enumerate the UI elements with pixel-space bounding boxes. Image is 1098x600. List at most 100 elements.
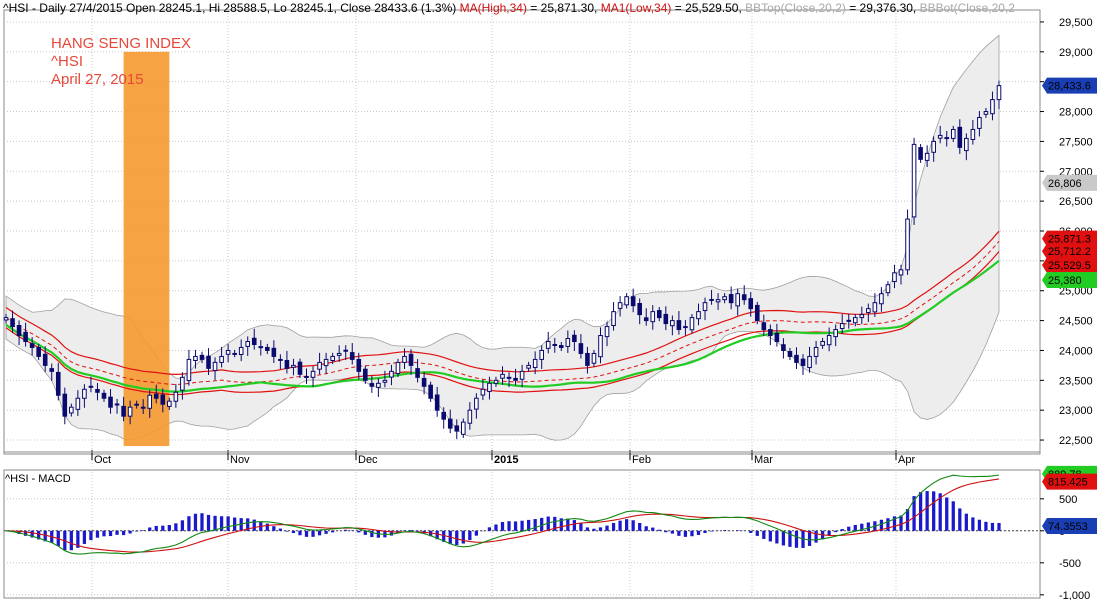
value-tag-label: 25,712.2 <box>1048 246 1091 258</box>
candle-body <box>794 354 799 363</box>
candle-body <box>545 341 551 349</box>
candle-body <box>127 406 133 417</box>
candle-body <box>859 314 865 319</box>
x-tick-label: Apr <box>898 454 915 466</box>
candle-body <box>193 355 198 361</box>
candle-body <box>69 406 74 414</box>
candle-body <box>741 294 747 301</box>
price-tick-label: 27,500 <box>1059 136 1093 148</box>
candle-body <box>630 296 636 307</box>
candle-body <box>238 346 244 356</box>
x-tick-label: Mar <box>754 454 773 466</box>
price-tick-label: 28,000 <box>1059 107 1093 119</box>
price-tick-label: 29,500 <box>1059 17 1093 29</box>
candle-body <box>892 272 897 283</box>
candle-body <box>369 383 375 387</box>
candle-body <box>480 388 486 396</box>
value-tag: 25,529.5 <box>1042 257 1097 274</box>
candle-body <box>75 397 81 410</box>
candle-body <box>670 320 675 327</box>
candle-body <box>937 134 943 139</box>
candle-body <box>532 358 538 369</box>
candle-body <box>55 371 61 396</box>
macd-panel <box>3 469 1041 599</box>
candle-body <box>232 352 237 355</box>
candle-body <box>813 346 819 357</box>
candle-body <box>977 117 982 129</box>
candle-body <box>787 351 793 357</box>
candle-body <box>134 403 139 406</box>
annotation-ticker: ^HSI <box>51 53 84 70</box>
candle-body <box>82 388 87 399</box>
macd-value-tag-bg <box>1042 473 1097 490</box>
candle-body <box>872 302 878 313</box>
value-tag-label: 28,433.6 <box>1048 81 1091 93</box>
header-part: MA(High,34) <box>460 1 527 15</box>
candle-body <box>467 409 473 424</box>
candle-body <box>754 304 760 322</box>
candle-body <box>964 137 969 152</box>
candle-body <box>225 349 231 355</box>
candle-body <box>389 370 394 378</box>
value-tag: 25,712.2 <box>1042 243 1097 260</box>
candle-body <box>121 405 126 417</box>
value-tag-bg <box>1042 174 1097 191</box>
candle-body <box>245 341 251 347</box>
candle-body <box>624 296 629 306</box>
price-tick-label: 29,000 <box>1059 47 1093 59</box>
candle-body <box>931 140 936 153</box>
price-tick-label: 26,500 <box>1059 196 1093 208</box>
candle-body <box>153 393 159 399</box>
candle-body <box>898 269 904 276</box>
candle-body <box>611 311 616 326</box>
candle-body <box>474 397 479 410</box>
macd-tick-label: -1,000 <box>1059 590 1090 600</box>
candle-body <box>173 391 179 402</box>
price-tick-label: 24,500 <box>1059 316 1093 328</box>
candle-body <box>349 352 355 360</box>
candle-body <box>604 326 610 338</box>
macd-value-tag: 74.3553 <box>1042 518 1097 535</box>
candle-body <box>343 349 349 352</box>
candle-body <box>774 332 780 343</box>
candle-body <box>415 368 420 378</box>
candle-body <box>696 311 701 320</box>
candle-body <box>846 319 852 322</box>
header-part: = 25,871.30, <box>527 1 601 15</box>
header-part: ^HSI - Daily 27/4/2015 Open 28245.1, Hi … <box>3 1 460 15</box>
header-part: = 25,529.50, <box>671 1 745 15</box>
price-tick-label: 24,000 <box>1059 345 1093 357</box>
header-part: BBTop(Close,20,2) <box>745 1 846 15</box>
value-tag-label: 25,529.5 <box>1048 260 1091 272</box>
candle-body <box>16 324 22 337</box>
candle-body <box>585 352 590 366</box>
candle-body <box>114 403 120 406</box>
x-tick-label: 2015 <box>494 454 518 466</box>
macd-tick-label: 500 <box>1059 494 1077 506</box>
x-tick-label: Dec <box>358 454 378 466</box>
candle-body <box>42 353 48 366</box>
candle-body <box>447 418 453 429</box>
candle-body <box>95 389 100 393</box>
candle-body <box>558 345 564 348</box>
candle-body <box>944 137 950 140</box>
candle-body <box>885 284 891 294</box>
candle-body <box>36 346 41 357</box>
candle-body <box>167 400 172 407</box>
value-tag-label: 26,806 <box>1048 178 1082 190</box>
candle-body <box>29 343 35 348</box>
candle-body <box>807 355 812 369</box>
candle-body <box>637 303 642 316</box>
candle-body <box>833 329 838 338</box>
candle-body <box>709 298 714 301</box>
candle-body <box>284 359 290 369</box>
candle-body <box>676 320 682 331</box>
candle-body <box>735 293 740 307</box>
candle-body <box>539 349 544 360</box>
macd-signal-line <box>5 478 1000 553</box>
annotation-title: HANG SENG INDEX <box>51 35 192 52</box>
candle-body <box>663 313 669 325</box>
candle-body <box>428 384 433 399</box>
candle-body <box>271 347 277 357</box>
